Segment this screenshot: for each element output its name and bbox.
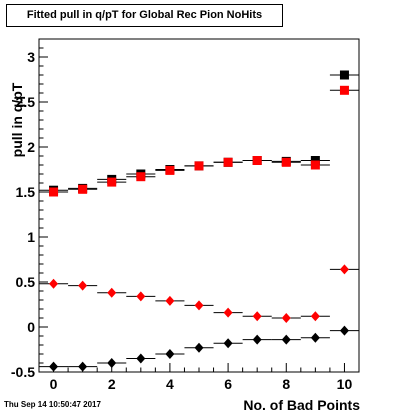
- data-point-diamond: [194, 300, 204, 311]
- x-tick-label: 2: [108, 376, 116, 392]
- y-tick-label: 1: [27, 229, 35, 245]
- data-point-diamond: [49, 278, 59, 289]
- data-point-square: [310, 160, 320, 170]
- series-1: [39, 85, 359, 197]
- x-tick-label: 0: [50, 376, 58, 392]
- data-point-square: [252, 156, 262, 165]
- data-point-diamond: [107, 358, 117, 368]
- data-point-diamond: [223, 307, 233, 318]
- data-point-diamond: [339, 264, 349, 275]
- y-tick-label: -0.5: [11, 364, 35, 380]
- data-point-diamond: [339, 325, 349, 336]
- data-point-diamond: [310, 311, 320, 322]
- x-tick-label: 8: [282, 376, 290, 392]
- y-tick-label: 2: [27, 139, 35, 155]
- data-point-diamond: [136, 353, 146, 364]
- series-0: [39, 70, 359, 195]
- y-tick-label: 2.5: [16, 94, 36, 110]
- data-point-diamond: [194, 342, 204, 353]
- data-point-diamond: [136, 291, 146, 302]
- data-point-diamond: [165, 349, 175, 359]
- y-axis-label: pull in q/pT: [9, 82, 25, 157]
- x-tick-label: 4: [166, 376, 174, 392]
- data-point-square: [339, 70, 349, 80]
- data-point-square: [223, 157, 233, 167]
- y-tick-label: 3: [27, 49, 35, 65]
- data-point-square: [339, 85, 349, 95]
- data-point-diamond: [281, 313, 291, 323]
- data-point-diamond: [281, 334, 291, 345]
- chart-title-box: Fitted pull in q/pT for Global Rec Pion …: [6, 4, 283, 27]
- data-point-diamond: [223, 338, 233, 349]
- x-axis-label: No. of Bad Points: [243, 397, 360, 413]
- data-point-square: [165, 165, 175, 175]
- data-point-square: [281, 157, 291, 167]
- data-point-diamond: [252, 334, 262, 345]
- data-point-square: [78, 184, 88, 194]
- y-tick-label: 0.5: [16, 274, 36, 290]
- data-point-square: [136, 172, 146, 182]
- x-tick-label: 6: [224, 376, 232, 392]
- axes-layer: 0 2 4 6 8 10 -0.5 0 0.5 1 1.5 2 2.5 3: [11, 38, 360, 392]
- data-point-square: [49, 187, 59, 197]
- data-point-diamond: [252, 311, 262, 322]
- data-point-diamond: [78, 361, 88, 372]
- timestamp: Thu Sep 14 10:50:47 2017: [4, 400, 101, 409]
- y-tick-label: 1.5: [16, 184, 36, 200]
- data-point-diamond: [49, 361, 59, 372]
- y-tick-label: 0: [27, 319, 35, 335]
- series-3: [39, 325, 359, 372]
- chart-title: Fitted pull in q/pT for Global Rec Pion …: [26, 9, 263, 21]
- data-point-diamond: [107, 287, 117, 298]
- data-point-diamond: [78, 280, 88, 291]
- data-point-diamond: [165, 295, 175, 306]
- series-2: [39, 264, 359, 323]
- data-point-square: [107, 177, 117, 187]
- data-point-square: [194, 161, 204, 171]
- marks-layer: [39, 70, 359, 372]
- data-point-diamond: [310, 332, 320, 343]
- plot-frame: [38, 38, 360, 373]
- x-tick-label: 10: [337, 376, 353, 392]
